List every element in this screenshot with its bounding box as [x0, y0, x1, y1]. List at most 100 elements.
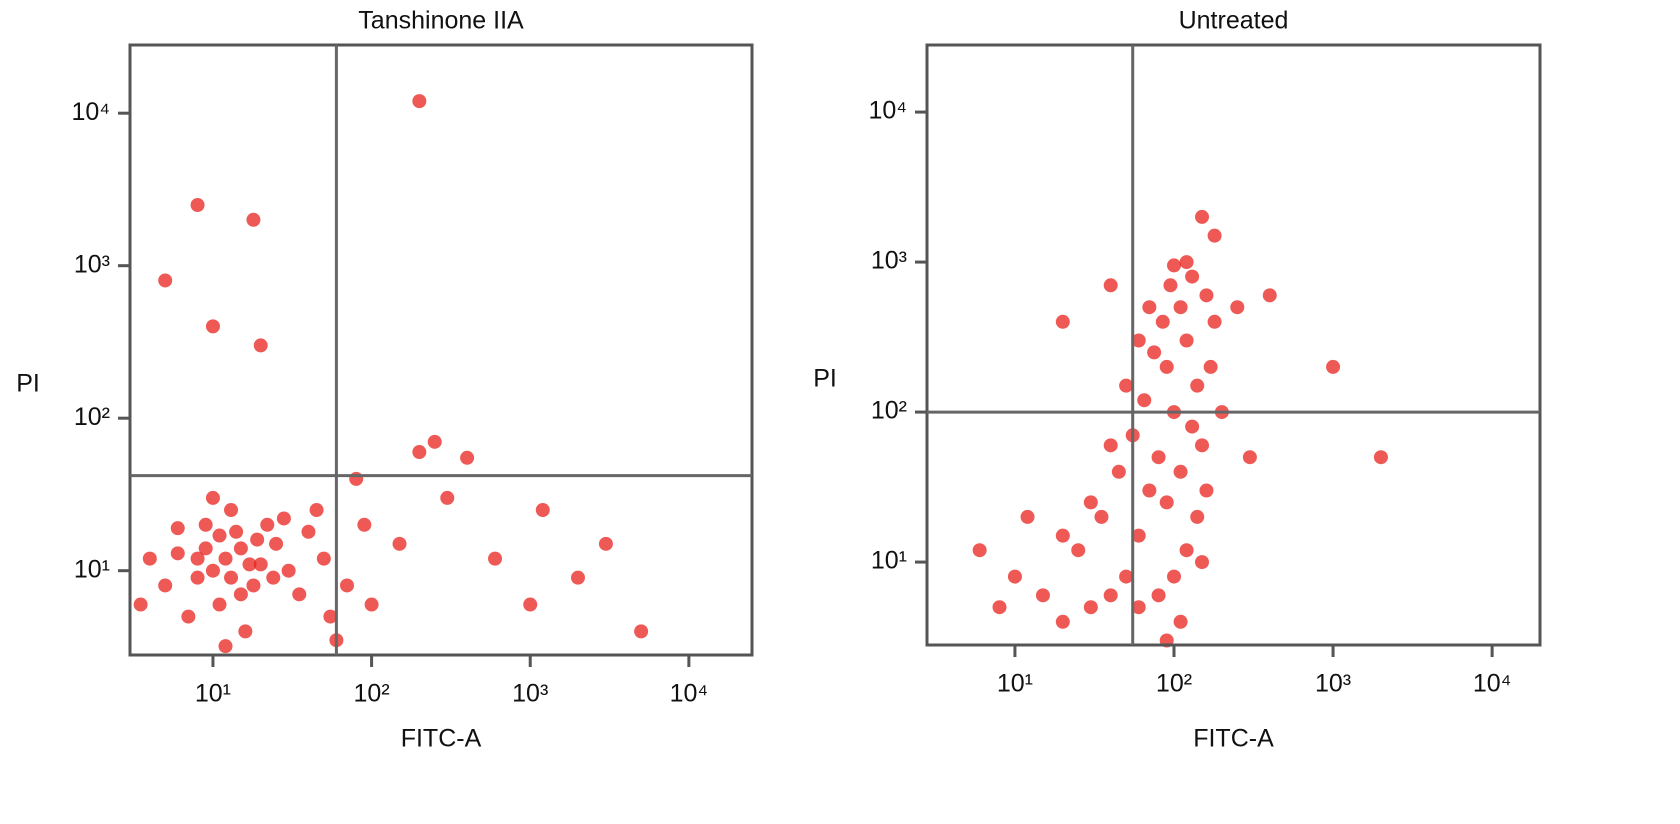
data-point: [205, 490, 220, 505]
x-tick-label: 10⁴: [670, 680, 709, 708]
data-point: [1111, 464, 1126, 479]
data-point: [1199, 483, 1214, 498]
data-point: [218, 639, 233, 654]
x-tick-label: 10²: [354, 680, 390, 708]
data-point: [181, 609, 196, 624]
y-tick-label: 10¹: [871, 547, 907, 575]
data-point: [242, 557, 257, 572]
data-point: [523, 597, 538, 612]
data-point: [364, 597, 379, 612]
plot-frame: [128, 43, 754, 657]
data-point: [266, 570, 281, 585]
data-point: [1195, 438, 1210, 453]
data-point: [233, 587, 248, 602]
data-point: [229, 524, 244, 539]
data-point: [1131, 528, 1146, 543]
data-point: [1142, 300, 1157, 315]
data-point: [1230, 300, 1245, 315]
data-point: [218, 551, 233, 566]
data-point: [190, 198, 205, 213]
data-point: [260, 517, 275, 532]
data-point: [1055, 614, 1070, 629]
data-point: [1190, 509, 1205, 524]
y-tick-label: 10²: [74, 403, 110, 431]
data-point: [340, 578, 355, 593]
data-point: [1173, 300, 1188, 315]
data-point: [292, 587, 307, 602]
y-tick-label: 10¹: [74, 555, 110, 583]
data-point: [205, 563, 220, 578]
data-point: [1203, 359, 1218, 374]
data-point: [1159, 359, 1174, 374]
data-point: [1190, 378, 1205, 393]
data-point: [440, 490, 455, 505]
data-point: [1195, 555, 1210, 570]
data-point: [224, 570, 239, 585]
data-point: [1007, 569, 1022, 584]
data-point: [1166, 258, 1181, 273]
data-point: [412, 445, 427, 460]
data-point: [488, 551, 503, 566]
data-point: [1179, 333, 1194, 348]
data-point: [205, 319, 220, 334]
data-point: [357, 517, 372, 532]
data-point: [1195, 209, 1210, 224]
chart-title: Untreated: [1179, 7, 1289, 35]
data-point: [1151, 450, 1166, 465]
plot-frame: [925, 43, 1542, 647]
data-point: [1035, 588, 1050, 603]
y-axis-label: PI: [813, 365, 837, 393]
data-point: [1131, 600, 1146, 615]
data-point: [1020, 509, 1035, 524]
data-point: [233, 541, 248, 556]
data-point: [238, 624, 253, 639]
data-point: [1163, 278, 1178, 293]
data-point: [281, 563, 296, 578]
data-point: [301, 524, 316, 539]
data-point: [1185, 419, 1200, 434]
data-point: [198, 517, 213, 532]
data-point: [253, 557, 268, 572]
data-point: [246, 212, 261, 227]
data-point: [198, 541, 213, 556]
y-tick-label: 10⁴: [71, 98, 110, 126]
data-point: [253, 338, 268, 353]
data-point: [212, 597, 227, 612]
data-point: [1137, 393, 1152, 408]
data-point: [1199, 288, 1214, 303]
data-point: [570, 570, 585, 585]
data-point: [1147, 345, 1162, 360]
data-point: [269, 536, 284, 551]
x-tick-label: 10³: [512, 680, 548, 708]
data-point: [1179, 543, 1194, 558]
data-point: [1083, 600, 1098, 615]
data-point: [316, 551, 331, 566]
y-axis-label: PI: [16, 370, 40, 398]
x-tick-label: 10¹: [997, 670, 1033, 698]
data-point: [1119, 378, 1134, 393]
data-point: [349, 471, 364, 486]
data-point: [1173, 614, 1188, 629]
data-point: [392, 536, 407, 551]
x-tick-label: 10³: [1315, 670, 1351, 698]
data-point: [460, 450, 475, 465]
x-axis-label: FITC-A: [1193, 725, 1274, 753]
data-point: [1151, 588, 1166, 603]
data-point: [598, 536, 613, 551]
data-point: [224, 503, 239, 518]
data-point: [158, 273, 173, 288]
data-point: [1131, 333, 1146, 348]
data-point: [1094, 509, 1109, 524]
data-point: [1155, 314, 1170, 329]
data-point: [427, 434, 442, 449]
x-tick-label: 10¹: [195, 680, 231, 708]
data-point: [1119, 569, 1134, 584]
data-point: [634, 624, 649, 639]
data-point: [1083, 495, 1098, 510]
data-point: [133, 597, 148, 612]
y-tick-label: 10⁴: [868, 97, 907, 125]
data-point: [1373, 450, 1388, 465]
data-point: [142, 551, 157, 566]
data-point: [309, 503, 324, 518]
